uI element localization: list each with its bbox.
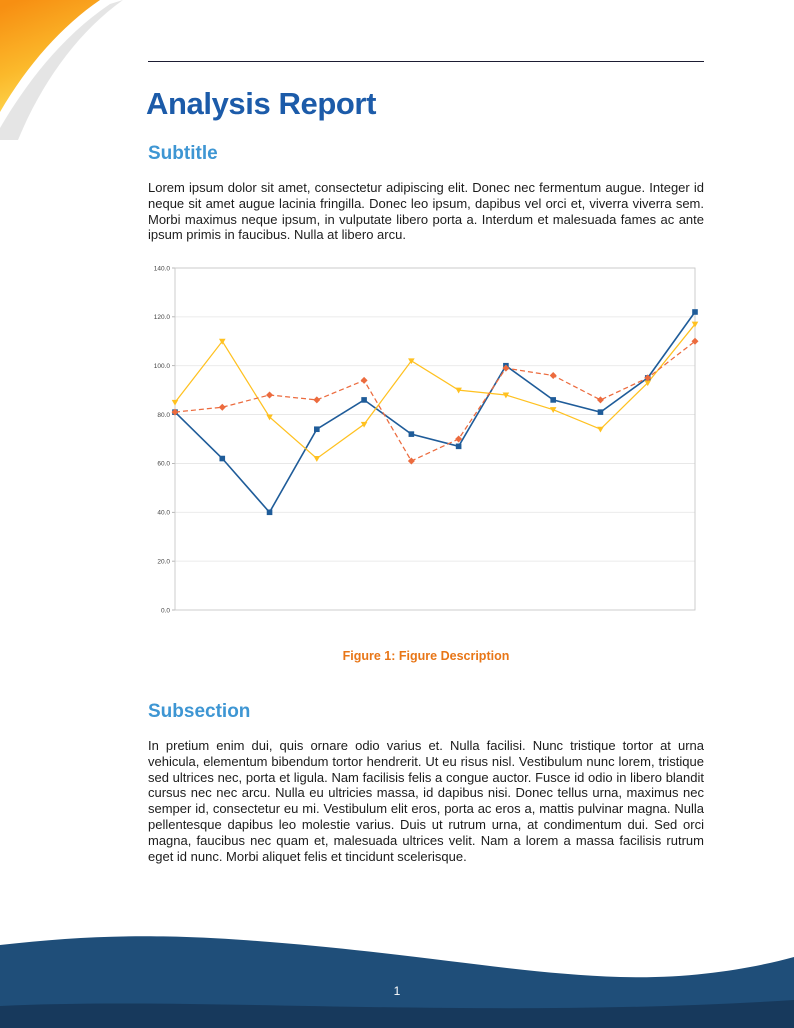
section-heading-subsection: Subsection xyxy=(148,701,251,722)
svg-text:40.0: 40.0 xyxy=(157,510,170,517)
page-title: Analysis Report xyxy=(146,86,377,121)
swoosh-shadow-shape xyxy=(0,0,123,140)
corner-swoosh-decoration xyxy=(0,0,123,140)
figure-line-chart: 0.0 20.0 40.0 60.0 80.0 100.0 120.0 140.0 xyxy=(148,260,704,620)
svg-text:0.0: 0.0 xyxy=(161,607,170,614)
paragraph-subsection: In pretium enim dui, quis ornare odio va… xyxy=(148,738,704,864)
paragraph-subtitle: Lorem ipsum dolor sit amet, consectetur … xyxy=(148,180,704,243)
line-chart-svg: 0.0 20.0 40.0 60.0 80.0 100.0 120.0 140.0 xyxy=(154,265,699,614)
caption-label: Figure 1: xyxy=(342,649,396,663)
caption-text: Figure Description xyxy=(398,649,510,663)
swoosh-main-shape xyxy=(0,0,100,112)
svg-text:100.0: 100.0 xyxy=(154,363,171,370)
svg-text:140.0: 140.0 xyxy=(154,265,171,272)
svg-text:80.0: 80.0 xyxy=(157,412,170,419)
header-rule xyxy=(148,61,704,62)
svg-text:60.0: 60.0 xyxy=(157,461,170,468)
page-number: 1 xyxy=(393,984,401,998)
svg-text:120.0: 120.0 xyxy=(154,314,171,321)
figure-caption: Figure 1: Figure Description xyxy=(148,649,704,663)
svg-text:20.0: 20.0 xyxy=(157,558,170,565)
section-heading-subtitle: Subtitle xyxy=(148,143,218,164)
footer-wave xyxy=(0,936,794,1028)
footer-wave-dark xyxy=(0,1000,794,1028)
